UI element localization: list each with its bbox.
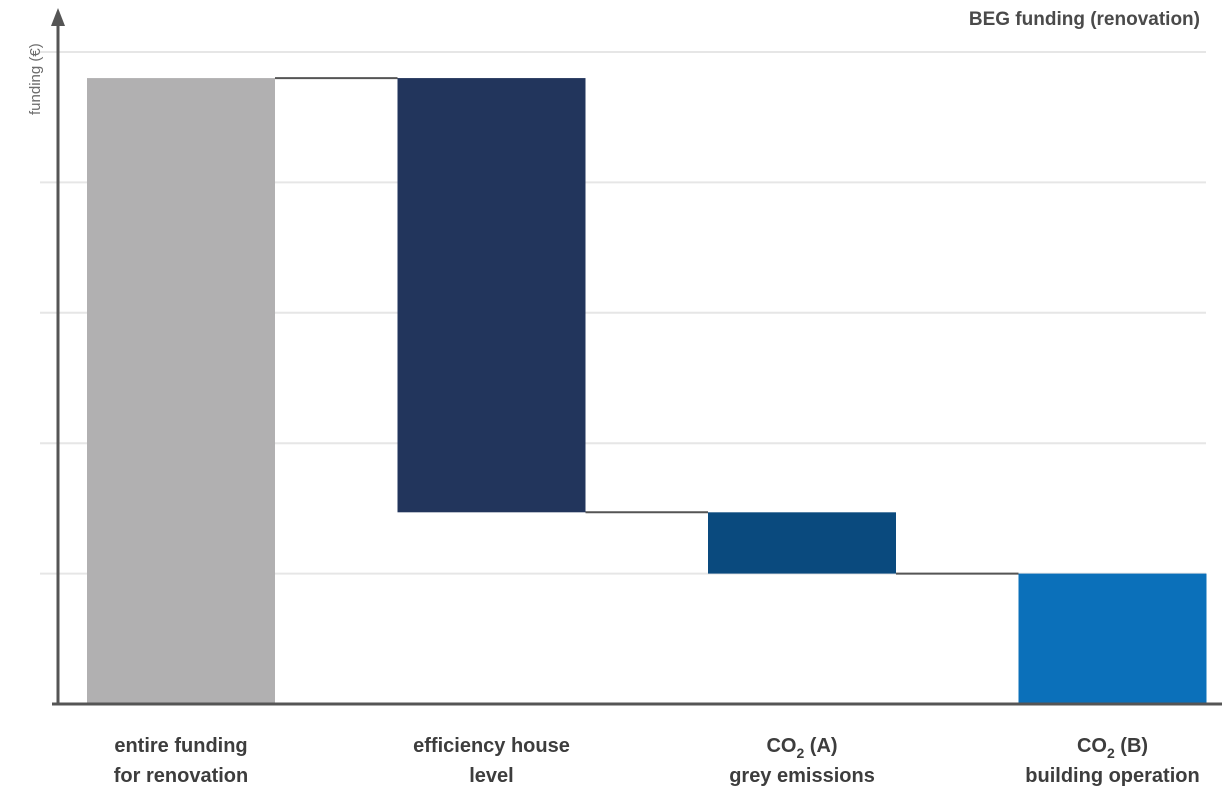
category-label: efficiency house (413, 735, 570, 757)
category-label: CO2 (B) (1077, 735, 1148, 761)
axes (51, 8, 1222, 706)
bar-0 (87, 78, 275, 704)
category-label: entire funding (114, 735, 247, 757)
bar-1 (397, 78, 586, 513)
bar-2 (708, 512, 896, 574)
chart-title: BEG funding (renovation) (969, 9, 1200, 30)
bars (87, 78, 1207, 704)
category-label: CO2 (A) (766, 735, 837, 761)
category-label: for renovation (114, 765, 248, 787)
y-axis-label: funding (€) (27, 43, 44, 115)
category-label: grey emissions (729, 765, 875, 787)
connectors (275, 77, 1019, 575)
category-labels: entire funding for renovation efficiency h… (114, 735, 1200, 787)
y-axis-arrow-icon (51, 8, 65, 26)
bar-3 (1018, 573, 1207, 704)
category-label: building operation (1025, 765, 1199, 787)
category-label: level (469, 765, 513, 787)
